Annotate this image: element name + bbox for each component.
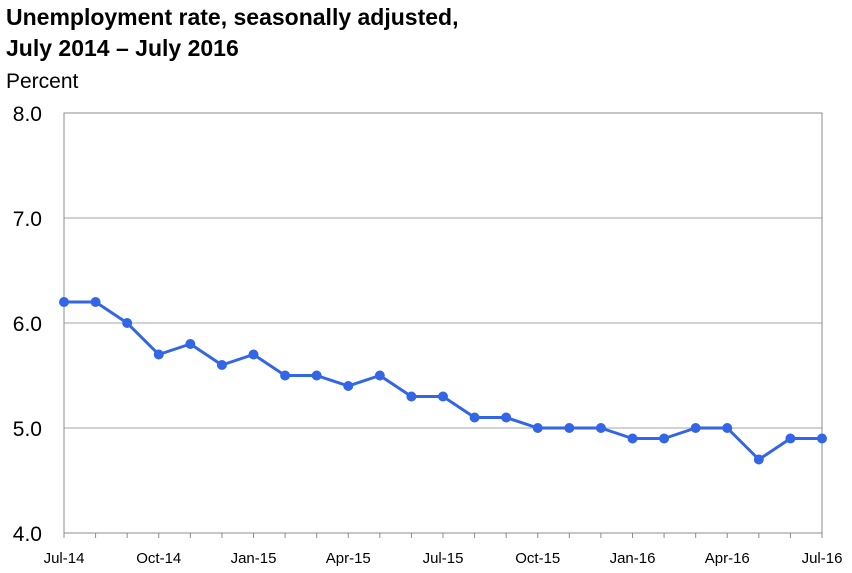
data-point	[659, 433, 670, 444]
data-point	[564, 423, 575, 433]
data-point	[90, 297, 101, 307]
y-tick-label: 5.0	[13, 418, 42, 441]
x-tick-label: Oct-14	[136, 550, 181, 567]
data-point	[438, 391, 448, 402]
x-tick-label: Oct-15	[515, 550, 560, 567]
data-point	[122, 318, 133, 328]
x-tick-label: Jul-16	[802, 550, 843, 567]
x-tick-label: Apr-15	[326, 550, 371, 567]
data-point	[185, 339, 196, 349]
y-tick-labels: 8.0 7.0 6.0 5.0 4.0	[13, 103, 42, 546]
y-tick-label: 8.0	[13, 103, 42, 126]
data-point	[785, 433, 796, 444]
data-point	[59, 297, 69, 307]
data-point	[627, 433, 638, 444]
y-axis-label: Percent	[6, 70, 79, 93]
x-tick-label: Jul-15	[423, 550, 464, 567]
x-tick-label: Jan-15	[231, 550, 277, 567]
data-point	[722, 423, 733, 433]
y-tick-label: 4.0	[13, 523, 42, 546]
x-tick-label: Jan-16	[610, 550, 656, 567]
y-tick-label: 7.0	[13, 208, 42, 231]
data-point	[690, 423, 701, 433]
gridlines	[64, 112, 822, 534]
data-point	[501, 412, 512, 423]
data-point	[595, 423, 606, 433]
data-points	[59, 297, 827, 465]
data-point	[374, 370, 385, 381]
data-point	[343, 381, 354, 391]
x-tick-marks	[63, 533, 823, 538]
x-tick-label: Jul-14	[44, 550, 85, 567]
data-point	[311, 370, 322, 381]
x-tick-labels: Jul-14 Oct-14 Jan-15 Apr-15 Jul-15 Oct-15 Jan-…	[44, 550, 843, 567]
x-tick-label: Apr-16	[705, 550, 750, 567]
data-point	[406, 391, 417, 402]
data-point	[817, 433, 827, 444]
chart-title-line-1: Unemployment rate, seasonally adjusted,	[6, 4, 459, 30]
data-point	[753, 454, 764, 465]
data-point	[280, 370, 291, 381]
data-point	[248, 349, 259, 360]
data-point	[469, 412, 480, 423]
data-point	[532, 423, 543, 433]
data-point	[153, 349, 164, 360]
chart-title-line-2: July 2014 – July 2016	[6, 35, 239, 61]
chart-title: Unemployment rate, seasonally adjusted, …	[6, 2, 458, 64]
data-point	[216, 360, 227, 370]
series-line	[64, 300, 822, 461]
y-tick-label: 6.0	[13, 313, 42, 336]
